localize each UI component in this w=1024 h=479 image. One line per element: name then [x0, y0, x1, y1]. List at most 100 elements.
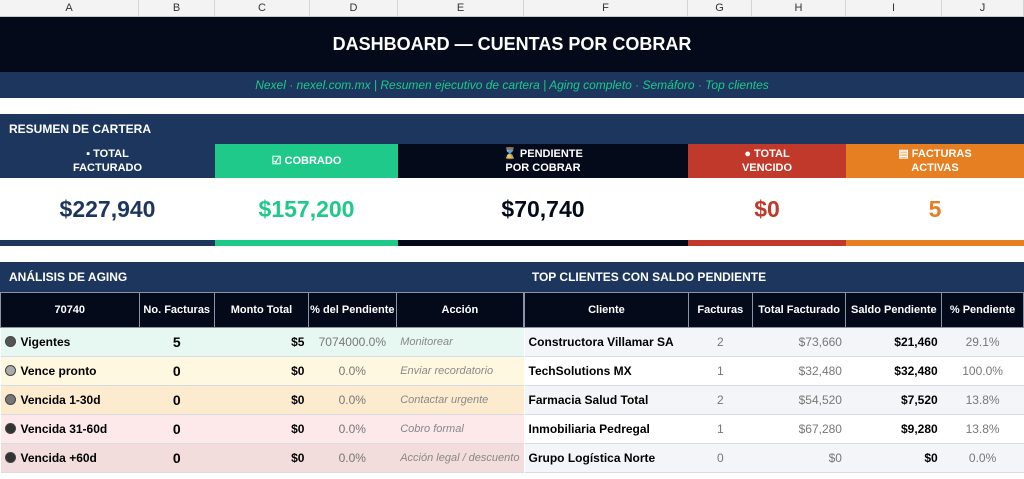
top-col-header: Cliente: [524, 292, 689, 328]
client-name: Grupo Logística Norte: [524, 443, 689, 473]
kpi-value: 5: [846, 178, 1024, 240]
status-dot-icon: [4, 336, 16, 347]
column-header-c[interactable]: C: [215, 0, 310, 16]
client-name: Farmacia Salud Total: [524, 385, 689, 415]
kpi-label-line1: COBRADO: [284, 155, 342, 167]
aging-pct: 0.0%: [308, 414, 397, 444]
client-invoices: 2: [688, 385, 753, 415]
top-col-header: Facturas: [687, 292, 753, 328]
column-header-b[interactable]: B: [139, 0, 215, 16]
client-pct: 0.0%: [941, 443, 1024, 473]
client-balance: $0: [845, 443, 942, 473]
kpi-color-bar: [398, 240, 688, 246]
client-invoices: 0: [688, 443, 753, 473]
top-clients-table: Cliente Facturas Total Facturado Saldo P…: [524, 292, 1024, 473]
aging-bucket-label: Vence pronto: [20, 364, 97, 378]
kpi-value: $70,740: [398, 178, 688, 240]
client-balance: $21,460: [845, 327, 942, 357]
document-icon: ▤: [898, 148, 909, 160]
column-header-g[interactable]: G: [688, 0, 752, 16]
kpi-value: $227,940: [0, 178, 215, 240]
column-header-h[interactable]: H: [752, 0, 846, 16]
kpi-label: ▤ FACTURAS ACTIVAS: [846, 144, 1024, 178]
circle-icon: ●: [744, 148, 751, 160]
kpi-label: ▪ TOTAL FACTURADO: [0, 144, 215, 178]
top-col-header: % Pendiente: [941, 292, 1024, 328]
resumen-header: RESUMEN DE CARTERA: [0, 114, 1024, 144]
aging-bucket-label: Vencida 1-30d: [20, 393, 101, 407]
client-row: Farmacia Salud Total 2 $54,520 $7,520 13…: [524, 385, 1024, 415]
column-header-a[interactable]: A: [0, 0, 139, 16]
aging-action: Monitorear: [396, 327, 524, 357]
aging-bucket: Vencida 31-60d: [0, 414, 139, 444]
column-headers: A B C D E F G H I J: [0, 0, 1024, 17]
client-total: $0: [752, 443, 846, 473]
aging-bucket: Vencida +60d: [0, 443, 139, 473]
section-header-bar: ANÁLISIS DE AGING TOP CLIENTES CON SALDO…: [0, 262, 1024, 292]
client-invoices: 1: [688, 356, 753, 386]
aging-amount: $0: [214, 443, 309, 473]
kpi-label-line1: PENDIENTE: [519, 148, 583, 160]
client-row: Inmobiliaria Pedregal 1 $67,280 $9,280 1…: [524, 414, 1024, 444]
aging-row: Vigentes 5 $5 7074000.0% Monitorear: [0, 327, 524, 357]
client-name: TechSolutions MX: [524, 356, 689, 386]
top-col-header: Saldo Pendiente: [845, 292, 943, 328]
client-total: $67,280: [752, 414, 846, 444]
kpi-label-line2: FACTURADO: [72, 162, 143, 174]
column-header-i[interactable]: I: [846, 0, 942, 16]
aging-pct: 0.0%: [308, 443, 397, 473]
aging-header: ANÁLISIS DE AGING: [9, 270, 128, 284]
aging-col-header: 70740: [0, 292, 140, 328]
aging-action: Cobro formal: [396, 414, 524, 444]
kpi-color-bar: [846, 240, 1024, 246]
aging-bucket: Vence pronto: [0, 356, 139, 386]
client-pct: 13.8%: [941, 385, 1024, 415]
top-col-header: Total Facturado: [751, 292, 847, 328]
column-header-j[interactable]: J: [942, 0, 1024, 16]
aging-action: Acción legal / descuento: [396, 443, 524, 473]
aging-pct: 7074000.0%: [308, 327, 397, 357]
client-balance: $9,280: [845, 414, 942, 444]
client-name: Inmobiliaria Pedregal: [524, 414, 689, 444]
client-total: $73,660: [752, 327, 846, 357]
status-dot-icon: [4, 365, 16, 376]
aging-count: 0: [139, 356, 215, 386]
client-row: Constructora Villamar SA 2 $73,660 $21,4…: [524, 327, 1024, 357]
column-header-f[interactable]: F: [524, 0, 688, 16]
aging-count: 0: [139, 414, 215, 444]
kpi-label-line1: TOTAL: [754, 148, 790, 160]
client-pct: 100.0%: [941, 356, 1024, 386]
kpi-label: ● TOTAL VENCIDO: [688, 144, 846, 178]
aging-bucket-label: Vencida 31-60d: [20, 422, 108, 436]
client-row: TechSolutions MX 1 $32,480 $32,480 100.0…: [524, 356, 1024, 386]
column-header-d[interactable]: D: [310, 0, 398, 16]
kpi-value: $0: [688, 178, 846, 240]
aging-bucket-label: Vencida +60d: [20, 451, 97, 465]
status-dot-icon: [4, 394, 16, 405]
kpi-label: ⌛ PENDIENTE POR COBRAR: [398, 144, 688, 178]
client-row: Grupo Logística Norte 0 $0 $0 0.0%: [524, 443, 1024, 473]
dashboard-subtitle: Nexel · nexel.com.mx | Resumen ejecutivo…: [0, 72, 1024, 98]
kpi-color-bar: [0, 240, 215, 246]
kpi-color-bar: [215, 240, 398, 246]
aging-col-header: Monto Total: [213, 292, 309, 328]
aging-pct: 0.0%: [308, 385, 397, 415]
column-header-e[interactable]: E: [398, 0, 524, 16]
aging-amount: $0: [214, 356, 309, 386]
aging-col-header: No. Facturas: [138, 292, 215, 328]
aging-pct: 0.0%: [308, 356, 397, 386]
aging-col-header: Acción: [395, 292, 525, 328]
aging-bucket-label: Vigentes: [20, 335, 71, 349]
aging-count: 0: [139, 443, 215, 473]
aging-bucket: Vencida 1-30d: [0, 385, 139, 415]
client-invoices: 2: [688, 327, 753, 357]
client-name: Constructora Villamar SA: [524, 327, 689, 357]
top-clients-header: TOP CLIENTES CON SALDO PENDIENTE: [531, 270, 767, 284]
aging-row: Vencida 1-30d 0 $0 0.0% Contactar urgent…: [0, 385, 524, 415]
hourglass-icon: ⌛: [503, 148, 517, 160]
client-balance: $32,480: [845, 356, 942, 386]
kpi-label: ☑ COBRADO: [215, 144, 398, 178]
aging-action: Enviar recordatorio: [396, 356, 524, 386]
aging-count: 5: [139, 327, 215, 357]
aging-row: Vence pronto 0 $0 0.0% Enviar recordator…: [0, 356, 524, 386]
